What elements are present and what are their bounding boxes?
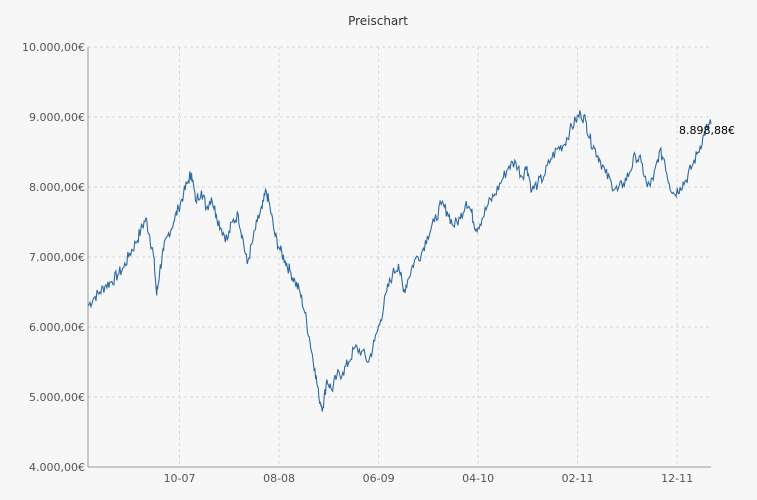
x-tick-label: 12-11 xyxy=(661,472,693,485)
series-layer xyxy=(87,110,712,412)
price-series-line xyxy=(87,110,712,412)
y-tick-label: 6.000,00€ xyxy=(29,321,85,334)
grid-layer xyxy=(88,46,711,468)
x-tick-label: 10-07 xyxy=(164,472,196,485)
y-tick-label: 4.000,00€ xyxy=(29,461,85,474)
last-value-label: 8.898,88€ xyxy=(679,124,735,137)
y-tick-label: 10.000,00€ xyxy=(22,41,85,54)
y-tick-label: 8.000,00€ xyxy=(29,181,85,194)
y-tick-label: 9.000,00€ xyxy=(29,111,85,124)
axis-layer: 4.000,00€ 5.000,00€ 6.000,00€ 7.000,00€ 8.00… xyxy=(22,41,711,485)
x-tick-label: 06-09 xyxy=(363,472,395,485)
x-tick-label: 04-10 xyxy=(462,472,494,485)
y-tick-label: 7.000,00€ xyxy=(29,251,85,264)
y-tick-label: 5.000,00€ xyxy=(29,391,85,404)
x-tick-label: 08-08 xyxy=(263,472,295,485)
x-tick-label: 02-11 xyxy=(562,472,594,485)
chart-title: Preischart xyxy=(348,14,408,28)
